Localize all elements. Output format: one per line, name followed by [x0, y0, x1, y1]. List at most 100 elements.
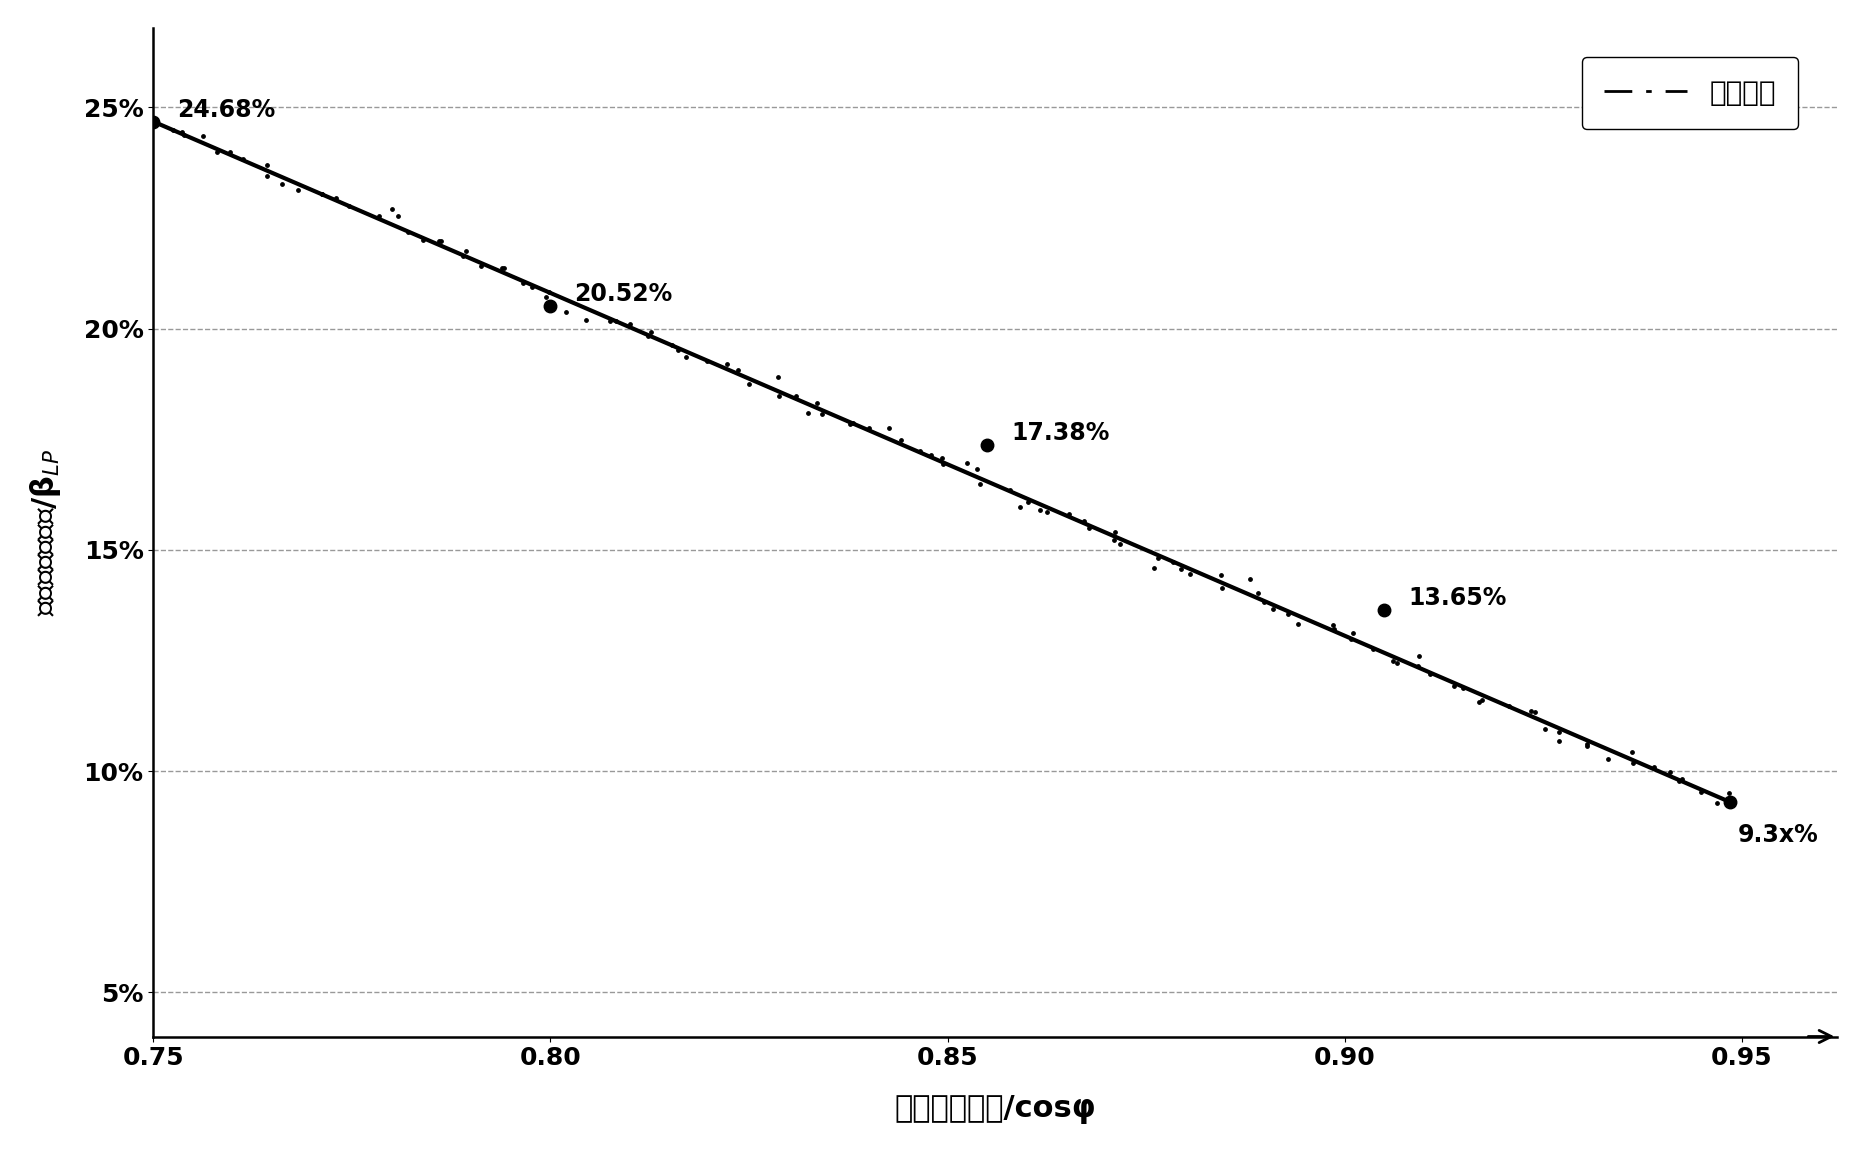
- Point: [926, 449, 956, 468]
- Point: [1638, 758, 1668, 776]
- Point: [1415, 665, 1445, 683]
- Legend: 拟合直线: 拟合直线: [1581, 56, 1797, 129]
- Point: [1616, 743, 1646, 761]
- Point: [1243, 583, 1273, 601]
- Point: [1543, 723, 1573, 742]
- Point: [664, 341, 693, 359]
- Y-axis label: 无功补偿配置率/β$_{{LP}}$: 无功补偿配置率/β$_{{LP}}$: [28, 448, 63, 616]
- Point: [1528, 720, 1558, 738]
- Point: [1404, 647, 1433, 666]
- Point: [1381, 653, 1411, 672]
- Point: [964, 475, 994, 493]
- Text: 24.68%: 24.68%: [177, 98, 276, 122]
- Point: [632, 327, 662, 346]
- Point: [423, 232, 453, 250]
- Point: [1463, 692, 1493, 711]
- Point: [762, 367, 792, 386]
- Point: [466, 257, 496, 275]
- Point: [188, 127, 218, 145]
- Point: [1666, 771, 1696, 789]
- Point: [1571, 736, 1601, 755]
- Point: [671, 348, 701, 366]
- Point: [928, 455, 958, 473]
- Point: [516, 278, 546, 296]
- Point: [166, 123, 196, 142]
- Point: [712, 355, 742, 373]
- Point: [874, 419, 904, 438]
- Point: [792, 404, 822, 423]
- Point: [764, 387, 794, 406]
- Point: [951, 454, 980, 472]
- Text: 9.3x%: 9.3x%: [1737, 823, 1817, 847]
- Point: [962, 460, 992, 478]
- Point: [531, 288, 561, 306]
- Point: [283, 181, 313, 199]
- Point: [1068, 511, 1098, 530]
- Point: [904, 441, 934, 460]
- Point: [692, 351, 721, 370]
- Point: [1571, 735, 1601, 753]
- Point: [570, 311, 600, 329]
- Point: [552, 303, 582, 321]
- Point: [447, 247, 477, 265]
- Point: [839, 414, 869, 432]
- Point: [533, 282, 563, 301]
- Point: [1105, 535, 1135, 553]
- Point: [1273, 605, 1303, 623]
- Point: [1616, 755, 1646, 773]
- Text: 13.65%: 13.65%: [1407, 586, 1506, 611]
- Point: [1493, 697, 1523, 715]
- Point: [802, 394, 831, 412]
- Point: [203, 143, 233, 161]
- Point: [1515, 702, 1545, 720]
- Point: [781, 386, 811, 404]
- Point: [363, 206, 393, 225]
- Text: 20.52%: 20.52%: [574, 282, 673, 306]
- Point: [600, 311, 630, 329]
- Point: [1702, 794, 1732, 812]
- Point: [1158, 553, 1187, 571]
- Point: [995, 482, 1025, 500]
- Point: [1023, 501, 1053, 520]
- Point: [1256, 599, 1286, 617]
- Point: [425, 232, 455, 250]
- Point: [306, 185, 336, 204]
- Point: [1316, 616, 1346, 635]
- Point: [252, 156, 281, 174]
- Point: [1249, 592, 1279, 611]
- Point: [132, 114, 162, 132]
- Point: [656, 336, 686, 355]
- Point: [1446, 679, 1476, 697]
- Point: [1012, 493, 1042, 511]
- Point: [1318, 620, 1348, 638]
- Point: [1143, 548, 1172, 567]
- Point: [1206, 566, 1236, 584]
- Point: [636, 323, 665, 341]
- Point: [1592, 750, 1622, 768]
- Point: [915, 446, 945, 464]
- Point: [1357, 639, 1387, 658]
- Point: [227, 150, 257, 168]
- Point: [1098, 530, 1128, 548]
- Point: [334, 196, 363, 214]
- Point: [252, 167, 281, 185]
- Point: [451, 242, 481, 260]
- Point: [1377, 652, 1407, 670]
- Point: [509, 274, 539, 293]
- Point: [1335, 630, 1364, 649]
- Point: [487, 258, 516, 276]
- Point: [835, 415, 865, 433]
- Point: [595, 312, 624, 331]
- Point: [1031, 503, 1061, 522]
- Point: [1234, 569, 1264, 588]
- Point: [214, 143, 244, 161]
- Point: [885, 431, 915, 449]
- Point: [1685, 782, 1715, 801]
- Point: [1165, 560, 1195, 578]
- Point: [1338, 624, 1368, 643]
- Point: [854, 419, 884, 438]
- Point: [1663, 772, 1693, 790]
- Point: [1519, 703, 1549, 721]
- Point: [393, 222, 423, 241]
- Point: [734, 374, 764, 393]
